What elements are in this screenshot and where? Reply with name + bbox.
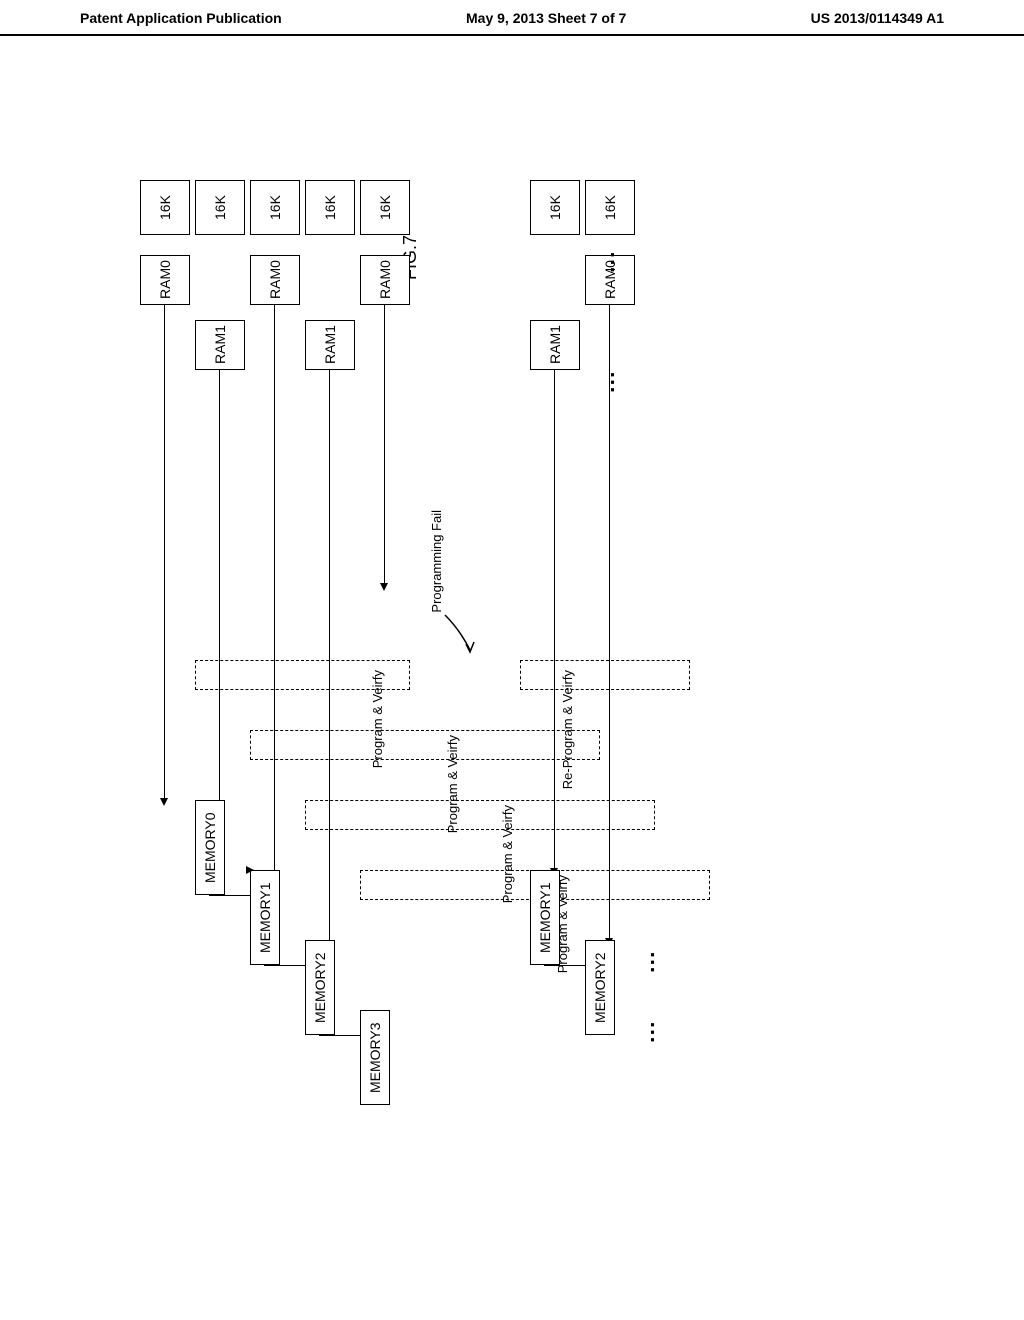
ram1-5: RAM1 (530, 320, 580, 370)
arrow-m1b-m2b-h (544, 965, 585, 966)
ram0-0: RAM0 (140, 255, 190, 305)
header-left: Patent Application Publication (80, 10, 282, 26)
repv-label: Re-Program & Veirfy (560, 670, 575, 789)
arrowhead-m0-m1 (246, 866, 254, 874)
data-block-0: 16K (140, 180, 190, 235)
data-block-1: 16K (195, 180, 245, 235)
arrow-ram1-mem1b (554, 370, 555, 870)
fail-curve-icon (440, 610, 480, 660)
arrowhead-ram0-mem0 (160, 798, 168, 806)
dots-mem-1: ⋮ (640, 950, 666, 978)
arrow-ram1-mem1 (219, 370, 220, 870)
data-block-5: 16K (530, 180, 580, 235)
arrow-ram0-mem2b (609, 305, 610, 940)
memory3: MEMORY3 (360, 1010, 390, 1105)
memory1b: MEMORY1 (530, 870, 560, 965)
dots-mem-2: ⋮ (640, 1020, 666, 1048)
pv-label-1: Program & Veirfy (370, 670, 385, 768)
dots-top-2: ⋮ (600, 370, 626, 398)
arrowhead-ram0-fail (380, 583, 388, 591)
ram0-4: RAM0 (360, 255, 410, 305)
pv-label-3: Program & Veirfy (500, 805, 515, 903)
ram1-3: RAM1 (305, 320, 355, 370)
memory0: MEMORY0 (195, 800, 225, 895)
pv-label-2: Program & Veirfy (445, 735, 460, 833)
data-block-6: 16K (585, 180, 635, 235)
arrow-m1-m2-h (264, 965, 305, 966)
ram0-2: RAM0 (250, 255, 300, 305)
arrow-ram1-mem3 (329, 370, 330, 1010)
memory2: MEMORY2 (305, 940, 335, 1035)
data-block-2: 16K (250, 180, 300, 235)
arrow-ram0-fail (384, 305, 385, 585)
figure-diagram: FIG.7 16K 16K 16K 16K 16K 16K 16K RAM0 R… (0, 80, 1024, 1280)
page-header: Patent Application Publication May 9, 20… (0, 0, 1024, 36)
data-block-4: 16K (360, 180, 410, 235)
dash-repv-top (520, 660, 690, 690)
arrow-ram0-mem0 (164, 305, 165, 800)
ram1-1: RAM1 (195, 320, 245, 370)
arrow-m0-m1-h (209, 895, 250, 896)
header-right: US 2013/0114349 A1 (811, 10, 944, 26)
programming-fail-label: Programming Fail (430, 510, 444, 613)
dash-pv-mid-2 (305, 800, 655, 830)
dash-pv-mid-1 (250, 730, 600, 760)
arrow-ram0-mem2 (274, 305, 275, 940)
header-center: May 9, 2013 Sheet 7 of 7 (466, 10, 626, 26)
dots-top-1: ⋮ (600, 250, 626, 278)
data-block-3: 16K (305, 180, 355, 235)
memory1: MEMORY1 (250, 870, 280, 965)
memory2b: MEMORY2 (585, 940, 615, 1035)
arrow-m2-m3-h (319, 1035, 360, 1036)
